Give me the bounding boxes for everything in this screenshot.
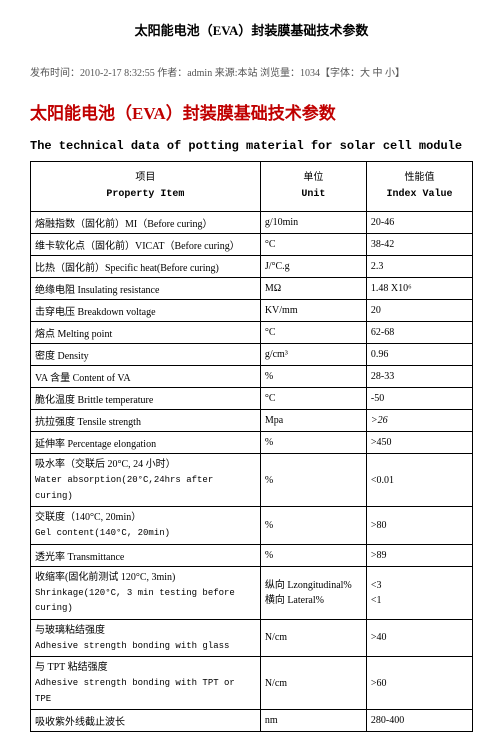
cell-unit: J/°C.g xyxy=(260,256,366,278)
table-row: 透光率 Transmittance%>89 xyxy=(31,544,473,566)
cell-unit: Mpa xyxy=(260,410,366,432)
cell-property: 绝缘电阻 Insulating resistance xyxy=(31,278,261,300)
cell-value: >26 xyxy=(366,410,472,432)
cell-value: <3<1 xyxy=(366,566,472,619)
cell-unit: N/cm xyxy=(260,657,366,710)
cell-property: VA 含量 Content of VA xyxy=(31,366,261,388)
cell-value: >40 xyxy=(366,619,472,657)
cell-property: 透光率 Transmittance xyxy=(31,544,261,566)
cell-value: >89 xyxy=(366,544,472,566)
table-row: 与玻璃粘结强度Adhesive strength bonding with gl… xyxy=(31,619,473,657)
header-unit: 单位 Unit xyxy=(260,162,366,212)
table-row: 熔点 Melting point°C62-68 xyxy=(31,322,473,344)
cell-property: 交联度（140°C, 20min）Gel content(140°C, 20mi… xyxy=(31,507,261,545)
table-row: 吸收紫外线截止波长nm280-400 xyxy=(31,710,473,732)
cell-unit: % xyxy=(260,507,366,545)
cell-value: >60 xyxy=(366,657,472,710)
cell-property: 延伸率 Percentage elongation xyxy=(31,432,261,454)
cell-property: 熔融指数（固化前）MI（Before curing） xyxy=(31,212,261,234)
page-title: 太阳能电池（EVA）封装膜基础技术参数 xyxy=(30,20,473,39)
cell-value: 20 xyxy=(366,300,472,322)
cell-value: 20-46 xyxy=(366,212,472,234)
cell-unit: 纵向 Lzongitudinal%横向 Lateral% xyxy=(260,566,366,619)
cell-property: 抗拉强度 Tensile strength xyxy=(31,410,261,432)
cell-unit: % xyxy=(260,454,366,507)
cell-unit: N/cm xyxy=(260,619,366,657)
table-row: 抗拉强度 Tensile strengthMpa>26 xyxy=(31,410,473,432)
meta-line: 发布时间：2010-2-17 8:32:55 作者：admin 来源:本站 浏览… xyxy=(30,64,473,79)
cell-value: 1.48 X10⁶ xyxy=(366,278,472,300)
table-header-row: 项目 Property Item 单位 Unit 性能值 Index Value xyxy=(31,162,473,212)
table-row: 脆化温度 Brittle temperature°C-50 xyxy=(31,388,473,410)
table-row: 击穿电压 Breakdown voltageKV/mm20 xyxy=(31,300,473,322)
header-prop: 项目 Property Item xyxy=(31,162,261,212)
cell-value: 38-42 xyxy=(366,234,472,256)
table-row: 交联度（140°C, 20min）Gel content(140°C, 20mi… xyxy=(31,507,473,545)
data-table: 项目 Property Item 单位 Unit 性能值 Index Value… xyxy=(30,161,473,732)
cell-value: <0.01 xyxy=(366,454,472,507)
cell-unit: g/10min xyxy=(260,212,366,234)
cell-value: 28-33 xyxy=(366,366,472,388)
cell-value: 62-68 xyxy=(366,322,472,344)
header-val: 性能值 Index Value xyxy=(366,162,472,212)
cell-unit: °C xyxy=(260,234,366,256)
cell-value: 0.96 xyxy=(366,344,472,366)
table-row: VA 含量 Content of VA%28-33 xyxy=(31,366,473,388)
table-row: 比热（固化前）Specific heat(Before curing)J/°C.… xyxy=(31,256,473,278)
cell-unit: % xyxy=(260,432,366,454)
cell-value: >450 xyxy=(366,432,472,454)
cell-unit: MΩ xyxy=(260,278,366,300)
table-row: 密度 Densityg/cm³0.96 xyxy=(31,344,473,366)
table-row: 与 TPT 粘结强度Adhesive strength bonding with… xyxy=(31,657,473,710)
cell-property: 脆化温度 Brittle temperature xyxy=(31,388,261,410)
cell-property: 吸收紫外线截止波长 xyxy=(31,710,261,732)
table-row: 维卡软化点（固化前）VICAT（Before curing）°C38-42 xyxy=(31,234,473,256)
cell-property: 熔点 Melting point xyxy=(31,322,261,344)
cell-property: 与 TPT 粘结强度Adhesive strength bonding with… xyxy=(31,657,261,710)
table-row: 延伸率 Percentage elongation%>450 xyxy=(31,432,473,454)
cell-property: 吸水率（交联后 20°C, 24 小时）Water absorption(20°… xyxy=(31,454,261,507)
cell-property: 击穿电压 Breakdown voltage xyxy=(31,300,261,322)
table-row: 绝缘电阻 Insulating resistanceMΩ1.48 X10⁶ xyxy=(31,278,473,300)
cell-property: 密度 Density xyxy=(31,344,261,366)
table-row: 收缩率(固化前测试 120°C, 3min) Shrinkage(120°C, … xyxy=(31,566,473,619)
cell-property: 比热（固化前）Specific heat(Before curing) xyxy=(31,256,261,278)
cell-property: 收缩率(固化前测试 120°C, 3min) Shrinkage(120°C, … xyxy=(31,566,261,619)
sub-title: The technical data of potting material f… xyxy=(30,139,473,153)
cell-value: >80 xyxy=(366,507,472,545)
cell-unit: % xyxy=(260,366,366,388)
cell-unit: g/cm³ xyxy=(260,344,366,366)
cell-value: 280-400 xyxy=(366,710,472,732)
cell-unit: % xyxy=(260,544,366,566)
cell-unit: nm xyxy=(260,710,366,732)
cell-unit: °C xyxy=(260,388,366,410)
cell-unit: °C xyxy=(260,322,366,344)
cell-property: 与玻璃粘结强度Adhesive strength bonding with gl… xyxy=(31,619,261,657)
red-title: 太阳能电池（EVA）封装膜基础技术参数 xyxy=(30,99,473,124)
table-row: 吸水率（交联后 20°C, 24 小时）Water absorption(20°… xyxy=(31,454,473,507)
cell-unit: KV/mm xyxy=(260,300,366,322)
cell-property: 维卡软化点（固化前）VICAT（Before curing） xyxy=(31,234,261,256)
cell-value: -50 xyxy=(366,388,472,410)
cell-value: 2.3 xyxy=(366,256,472,278)
table-row: 熔融指数（固化前）MI（Before curing）g/10min20-46 xyxy=(31,212,473,234)
